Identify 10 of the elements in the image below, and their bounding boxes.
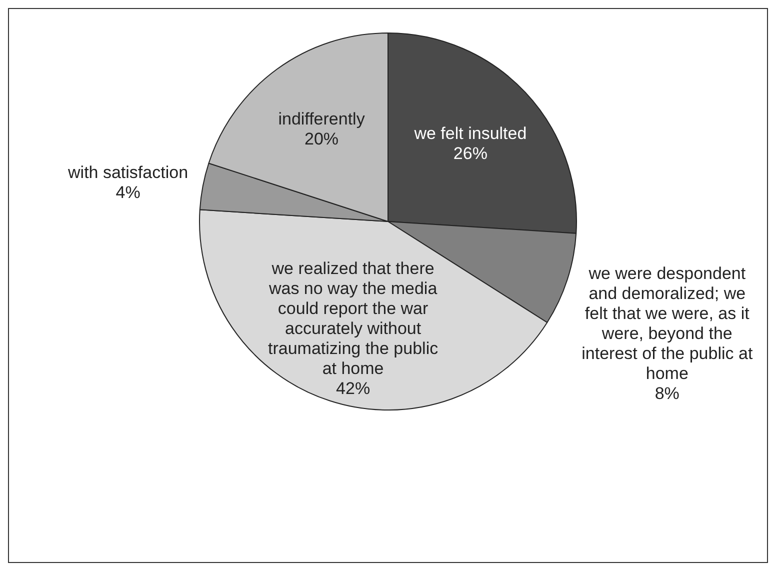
- slice-label: indifferently: [278, 110, 366, 129]
- data-label: 4%: [116, 183, 140, 202]
- data-label: 8%: [654, 384, 680, 404]
- slice-label: we felt insulted: [413, 124, 527, 143]
- slice-label: we were despondent and demoralized; we felt that we were, as it were, beyond the interest of the public at home: [582, 264, 753, 384]
- slice-label: we realized that there was no way the media could report the war accurately without traumatizing the public at home: [268, 258, 439, 378]
- data-label: 20%: [304, 130, 339, 149]
- data-label: 42%: [336, 378, 370, 398]
- data-label: 26%: [453, 144, 488, 163]
- slice-label: with satisfaction: [67, 163, 188, 182]
